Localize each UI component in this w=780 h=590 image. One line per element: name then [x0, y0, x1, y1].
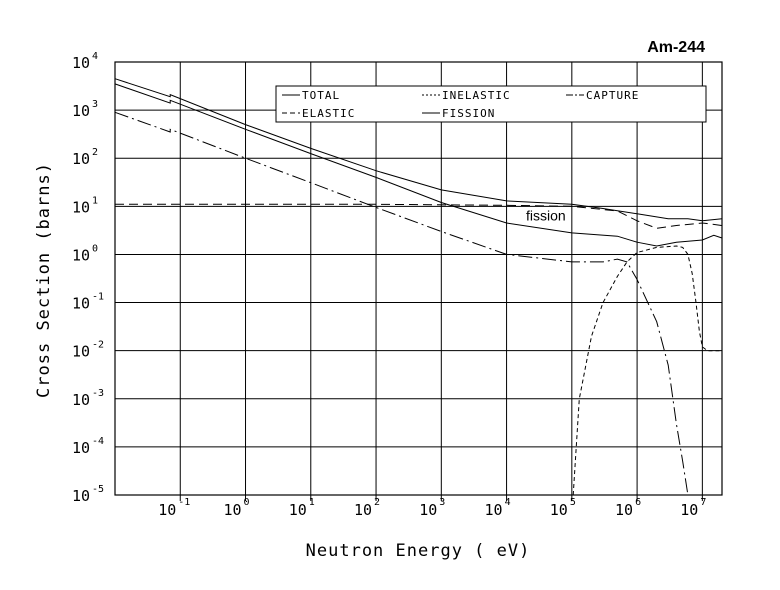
x-tick-exp-7: 6 — [635, 497, 641, 508]
plot-frame — [114, 61, 723, 496]
x-tick-label-4: 10 — [419, 501, 437, 519]
x-tick-label-6: 10 — [550, 501, 568, 519]
y-tick-label-0: 10 — [72, 487, 90, 505]
y-tick-exp-7: 2 — [92, 147, 98, 158]
y-tick-exp-8: 3 — [92, 99, 98, 110]
x-tick-label-0: 10 — [158, 501, 176, 519]
x-tick-label-2: 10 — [289, 501, 307, 519]
series-capture-line — [114, 111, 689, 496]
series-lines — [114, 78, 723, 496]
y-tick-label-2: 10 — [72, 391, 90, 409]
x-tick-exp-1: 0 — [244, 497, 250, 508]
series-inelastic-line — [572, 245, 722, 496]
x-axis-ticks: 10 -1 10 0 10 1 10 2 10 3 10 4 10 5 10 6 10 7 — [158, 495, 706, 519]
annotation-0: fission — [526, 207, 566, 223]
y-tick-exp-1: -4 — [92, 436, 104, 447]
chart-title: Am-244 — [647, 39, 705, 56]
legend-label-fission: FISSION — [442, 107, 495, 120]
y-tick-exp-2: -3 — [92, 388, 104, 399]
x-tick-exp-0: -1 — [178, 497, 190, 508]
y-tick-label-5: 10 — [72, 246, 90, 264]
grid — [115, 61, 722, 496]
x-tick-exp-2: 1 — [309, 497, 315, 508]
y-tick-exp-4: -1 — [92, 292, 104, 303]
x-tick-exp-8: 7 — [700, 497, 706, 508]
x-axis-title: Neutron Energy ( eV) — [306, 541, 531, 561]
x-tick-label-1: 10 — [223, 501, 241, 519]
x-tick-label-7: 10 — [615, 501, 633, 519]
x-tick-label-8: 10 — [680, 501, 698, 519]
legend-label-inelastic: INELASTIC — [442, 89, 511, 102]
annotations: fission — [526, 207, 566, 223]
y-tick-exp-6: 1 — [92, 195, 98, 206]
x-tick-exp-4: 3 — [439, 497, 445, 508]
y-tick-label-3: 10 — [72, 343, 90, 361]
x-tick-label-3: 10 — [354, 501, 372, 519]
y-tick-exp-5: 0 — [92, 243, 98, 254]
y-tick-label-7: 10 — [72, 150, 90, 168]
y-tick-label-8: 10 — [72, 102, 90, 120]
legend-label-total: TOTAL — [302, 89, 340, 102]
y-tick-label-6: 10 — [72, 198, 90, 216]
series-fission-line — [114, 83, 723, 247]
series-total-line — [114, 78, 723, 222]
x-tick-exp-6: 5 — [570, 497, 576, 508]
x-tick-label-5: 10 — [485, 501, 503, 519]
y-tick-label-1: 10 — [72, 439, 90, 457]
legend-label-elastic: ELASTIC — [302, 107, 355, 120]
legend — [275, 85, 707, 123]
series-elastic-line — [115, 203, 723, 229]
x-tick-exp-3: 2 — [374, 497, 380, 508]
y-tick-exp-3: -2 — [92, 340, 104, 351]
y-tick-exp-9: 4 — [92, 51, 98, 62]
legend-label-capture: CAPTURE — [586, 89, 639, 102]
legend-entries: TOTAL INELASTIC CAPTURE ELASTIC FISSION — [282, 89, 639, 120]
y-tick-label-4: 10 — [72, 295, 90, 313]
y-tick-exp-0: -5 — [92, 484, 104, 495]
y-axis-title: Cross Section (barns) — [34, 162, 54, 398]
x-tick-exp-5: 4 — [505, 497, 511, 508]
y-tick-label-9: 10 — [72, 54, 90, 72]
